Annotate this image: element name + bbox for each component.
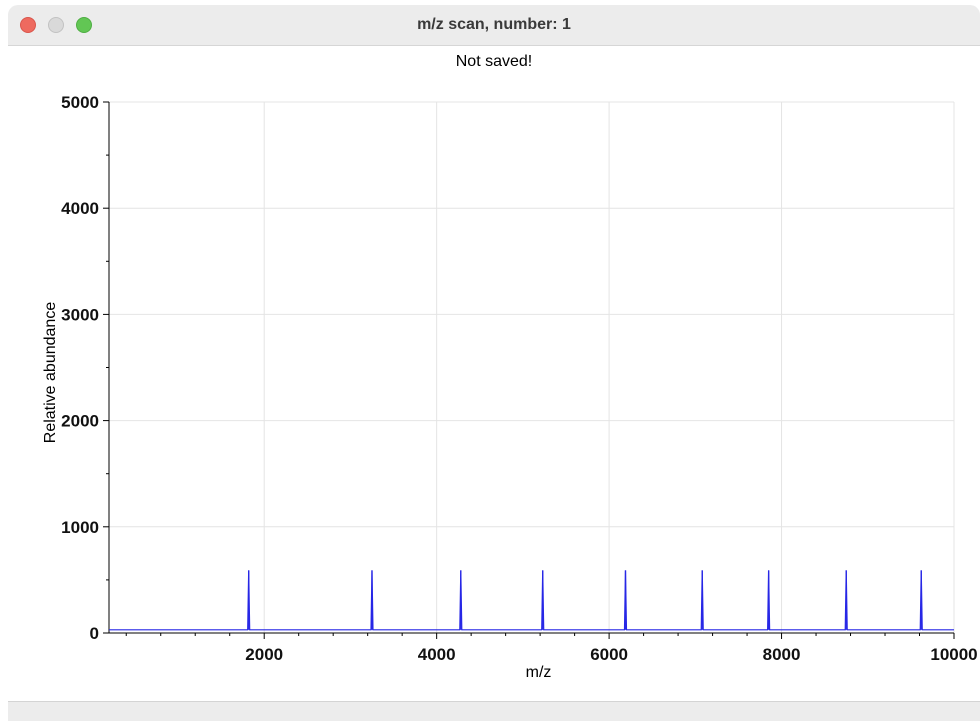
zoom-button[interactable] [76,17,92,33]
x-axis-label: m/z [526,664,552,681]
spectrum-plot[interactable]: 0 1000 2000 3000 4000 5000 2000 4000 6000 8000 100… [8,5,980,695]
y-tick-label: 4000 [61,199,99,218]
app-window: m/z scan, number: 1 Not saved! 0 1000 2000… [8,5,980,721]
minimize-button[interactable] [48,17,64,33]
spectrum-trace [109,570,954,631]
y-axis-label: Relative abundance [42,302,59,444]
title-bar: m/z scan, number: 1 [8,5,980,46]
x-tick-label: 6000 [590,645,628,664]
window-title: m/z scan, number: 1 [417,16,571,33]
close-button[interactable] [20,17,36,33]
x-tick-label: 8000 [763,645,801,664]
y-tick-label: 2000 [61,412,99,431]
y-tick-label: 0 [90,624,99,643]
y-tick-label: 1000 [61,518,99,537]
y-tick-label: 5000 [61,93,99,112]
x-tick-label: 2000 [245,645,283,664]
x-tick-label: 4000 [418,645,456,664]
y-tick-label: 3000 [61,305,99,324]
x-tick-label: 10000 [930,645,977,664]
bottom-bar [8,701,980,721]
save-status: Not saved! [455,53,533,70]
